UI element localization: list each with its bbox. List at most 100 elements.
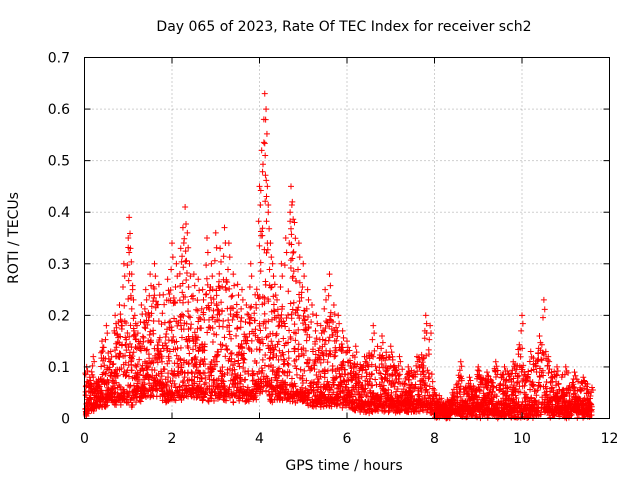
roti-point [343, 349, 350, 356]
roti-point [571, 369, 578, 376]
roti-point [113, 379, 120, 386]
roti-point [171, 380, 178, 387]
roti-point [324, 359, 331, 366]
roti-point [358, 383, 365, 390]
roti-point [575, 394, 582, 401]
roti-point [179, 253, 186, 260]
roti-point [113, 320, 119, 327]
roti-point [155, 301, 161, 308]
roti-point [279, 273, 286, 280]
roti-point [248, 273, 255, 280]
roti-point [278, 311, 285, 318]
roti-point [262, 116, 269, 123]
roti-point [287, 257, 294, 264]
roti-point [85, 410, 91, 417]
roti-point [262, 198, 269, 205]
roti-point [544, 362, 551, 369]
roti-point [213, 244, 220, 251]
roti-point [177, 283, 184, 290]
roti-point [369, 408, 376, 415]
roti-point [239, 296, 246, 303]
roti-point [234, 281, 241, 288]
roti-point [536, 332, 543, 339]
roti-point [192, 342, 199, 349]
x-tick-label: 12 [601, 431, 619, 447]
roti-point [168, 324, 175, 331]
roti-point [112, 347, 119, 354]
roti-point [173, 338, 180, 345]
roti-point [117, 383, 124, 390]
roti-point [511, 363, 518, 370]
roti-point [483, 376, 490, 383]
roti-point [285, 355, 292, 362]
roti-point [371, 347, 378, 354]
roti-point [202, 389, 209, 396]
roti-point [502, 368, 509, 375]
roti-point [365, 363, 372, 370]
roti-point [266, 225, 273, 232]
roti-point [295, 240, 302, 247]
roti-point [142, 286, 149, 293]
roti-point [112, 312, 119, 319]
roti-point [231, 282, 238, 289]
roti-point [266, 392, 273, 399]
roti-point [339, 347, 346, 354]
roti-point [193, 336, 200, 343]
roti-point [255, 368, 262, 375]
y-tick-label: 0.6 [48, 102, 70, 118]
roti-point [227, 377, 234, 384]
roti-point [184, 229, 191, 236]
roti-point [293, 356, 300, 363]
roti-point [164, 326, 171, 333]
roti-point [291, 380, 298, 387]
roti-point [362, 366, 369, 373]
roti-point [93, 384, 100, 391]
roti-point [338, 340, 345, 347]
roti-point [197, 316, 204, 323]
roti-point [259, 225, 266, 232]
roti-point [206, 306, 213, 313]
roti-point [104, 330, 111, 337]
x-tick-label: 4 [255, 431, 264, 447]
roti-point [218, 346, 225, 353]
roti-point [223, 343, 230, 350]
roti-point [123, 399, 130, 406]
roti-point [244, 384, 251, 391]
roti-point [368, 408, 375, 415]
roti-point [159, 358, 166, 365]
roti-point [211, 257, 218, 264]
roti-point [329, 362, 336, 369]
roti-point [304, 313, 311, 320]
roti-point [285, 361, 292, 368]
roti-point [288, 183, 294, 190]
roti-point [183, 269, 190, 276]
y-tick-label: 0.2 [48, 308, 70, 324]
roti-point [287, 335, 294, 342]
roti-point [209, 314, 216, 321]
roti-point [266, 355, 273, 362]
roti-point [155, 281, 162, 288]
roti-point [291, 219, 298, 226]
roti-point [142, 325, 149, 332]
roti-point [228, 349, 235, 356]
roti-point [151, 292, 158, 299]
roti-point [102, 336, 109, 343]
roti-point [261, 140, 268, 147]
roti-point [200, 309, 207, 316]
roti-point [379, 379, 385, 386]
roti-point [281, 262, 288, 269]
roti-point [259, 356, 266, 363]
roti-point [165, 337, 172, 344]
roti-point [519, 345, 526, 352]
roti-point [540, 351, 547, 358]
roti-point [187, 325, 194, 332]
roti-point [548, 369, 555, 376]
roti-point [268, 338, 275, 345]
roti-point [315, 379, 322, 386]
roti-point [136, 356, 143, 363]
roti-point [200, 296, 207, 303]
roti-point [179, 224, 186, 231]
roti-point [312, 340, 319, 347]
roti-point [268, 254, 275, 261]
roti-point [575, 378, 582, 385]
